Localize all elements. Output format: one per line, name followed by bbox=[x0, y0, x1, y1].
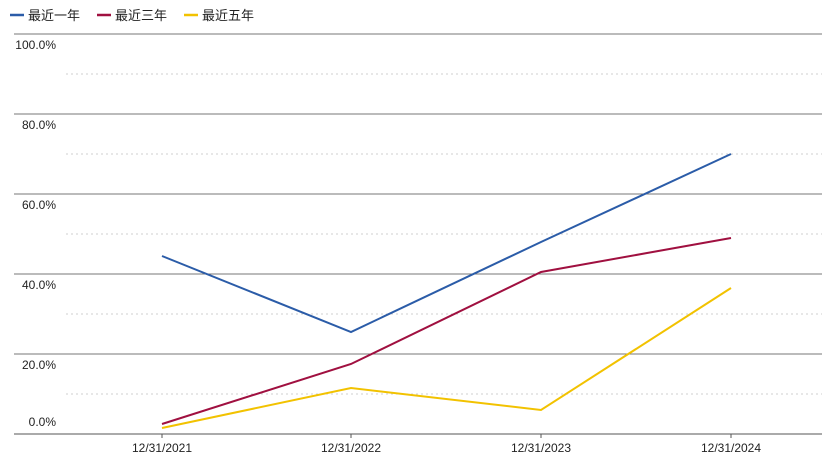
y-tick-label: 80.0% bbox=[22, 118, 56, 132]
series-line-1 bbox=[161, 237, 732, 425]
legend-label: 最近一年 bbox=[28, 9, 80, 24]
x-tick-label: 12/31/2023 bbox=[511, 441, 571, 455]
x-tick-labels: 12/31/2021 12/31/2022 12/31/2023 12/31/2024 bbox=[132, 441, 761, 455]
series-lines bbox=[161, 153, 732, 429]
y-tick-label: 20.0% bbox=[22, 358, 56, 372]
legend-label: 最近三年 bbox=[115, 9, 167, 24]
x-tick-label: 12/31/2022 bbox=[321, 441, 381, 455]
axes bbox=[14, 433, 822, 438]
x-tick-label: 12/31/2024 bbox=[701, 441, 761, 455]
legend-label: 最近五年 bbox=[202, 9, 254, 24]
grid-lines bbox=[14, 33, 822, 395]
y-tick-label: 0.0% bbox=[29, 415, 57, 429]
y-tick-label: 60.0% bbox=[22, 198, 56, 212]
legend: 最近一年 最近三年 最近五年 bbox=[10, 9, 254, 24]
x-tick-label: 12/31/2021 bbox=[132, 441, 192, 455]
series-line-0 bbox=[161, 153, 732, 334]
y-tick-labels: 0.0% 20.0% 40.0% 60.0% 80.0% 100.0% bbox=[15, 38, 56, 429]
y-tick-label: 100.0% bbox=[15, 38, 56, 52]
y-tick-label: 40.0% bbox=[22, 278, 56, 292]
series-line-2 bbox=[161, 287, 732, 429]
